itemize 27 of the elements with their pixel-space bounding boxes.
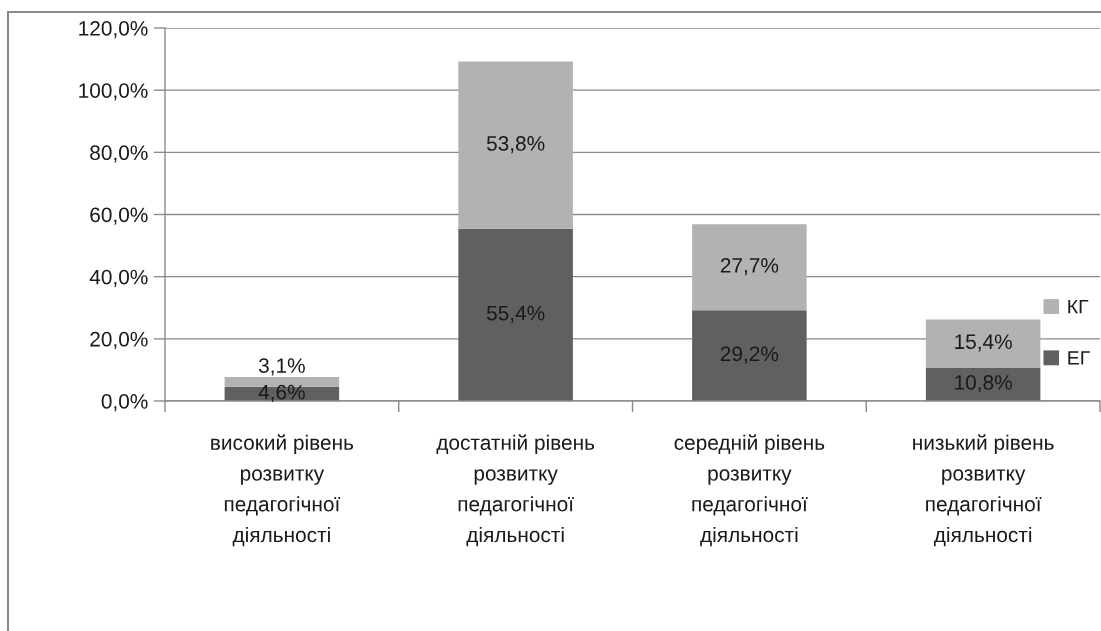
x-tick-label: середній рівень розвитку педагогічної діяльності [674, 434, 825, 547]
data-label: 15,4% [955, 334, 1012, 352]
x-tick-label: низький рівень розвитку педагогічної діяльності [913, 434, 1054, 547]
data-label: 29,2% [720, 346, 779, 364]
legend-label: КГ [1068, 299, 1089, 314]
legend-label: ЕГ [1068, 351, 1090, 365]
y-tick-label: 60,0% [90, 207, 148, 225]
y-tick-label: 80,0% [90, 145, 148, 163]
data-label: 53,8% [486, 136, 545, 154]
bar [692, 224, 807, 311]
x-tick-label: високий рівень розвитку педагогічної діяльності [211, 434, 354, 547]
data-label: 27,7% [720, 258, 779, 276]
x-tick-label: достатній рівень розвитку педагогічної діяльності [436, 434, 595, 547]
data-label: 3,1% [258, 358, 305, 376]
y-tick-label: 100,0% [79, 83, 148, 101]
bar [458, 61, 573, 229]
bar [925, 319, 1041, 368]
y-tick-label: 0,0% [101, 394, 148, 412]
data-label: 55,4% [486, 305, 545, 323]
bar [692, 310, 807, 401]
y-tick-label: 20,0% [90, 331, 148, 350]
bar [458, 228, 573, 401]
data-label: 4,6% [258, 384, 305, 402]
data-label: 10,8% [955, 375, 1012, 393]
bar [925, 367, 1041, 401]
y-tick-label: 40,0% [89, 269, 148, 287]
y-tick-label: 120,0% [79, 21, 148, 39]
